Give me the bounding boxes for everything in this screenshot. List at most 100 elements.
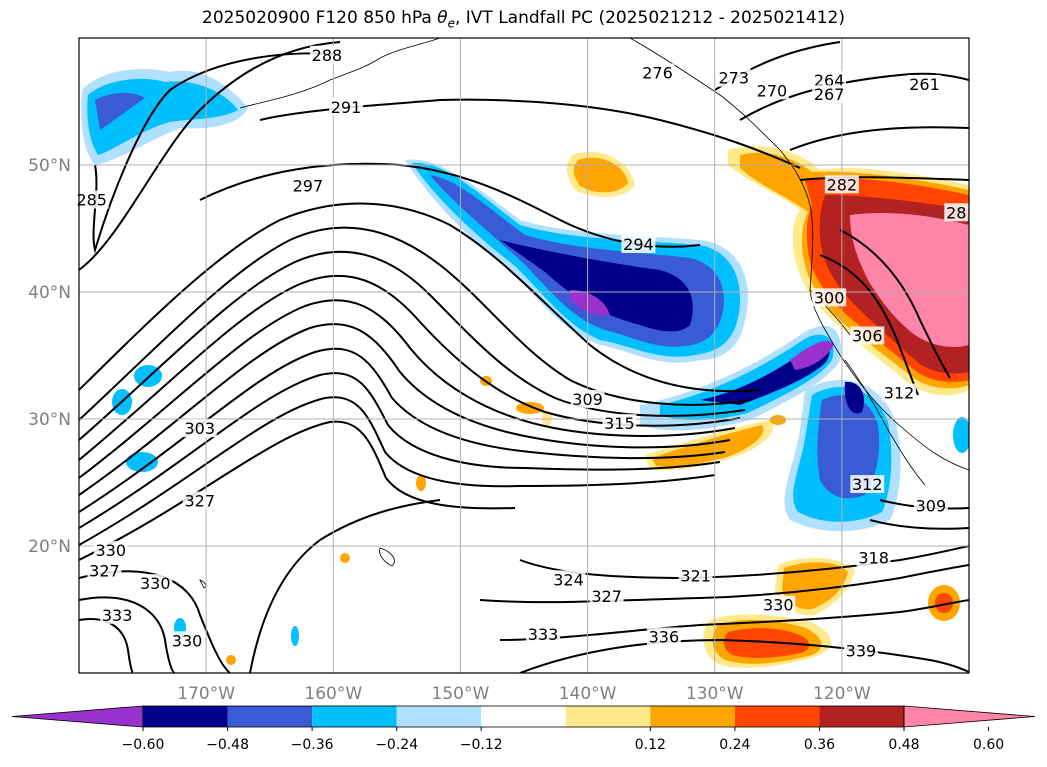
contour-label-halo <box>526 624 561 643</box>
contour-label: 330 <box>96 541 127 560</box>
fill-negative-baja-core <box>844 381 865 414</box>
contour-label-halo <box>329 97 363 116</box>
lon-tick-label: 150°W <box>432 684 490 704</box>
contour-label: 285 <box>76 191 107 210</box>
contour-label-halo <box>882 383 917 402</box>
contour-label-halo <box>913 496 948 515</box>
lat-tick-label: 20°N <box>28 537 71 557</box>
contour-label-halo <box>170 631 205 650</box>
colorbar-swatch <box>565 706 651 727</box>
fill-negative-baja-mid <box>817 394 880 499</box>
colorbar-tick-label: −0.48 <box>206 737 249 753</box>
contour-label-halo <box>87 561 122 580</box>
colorbar-swatch <box>819 706 904 727</box>
colorbar-tick-label: 0.48 <box>888 737 919 753</box>
contour-label: 336 <box>649 627 680 646</box>
contour-label-halo <box>856 548 891 567</box>
contour-label: 267 <box>814 85 845 104</box>
contour-label: 327 <box>591 587 622 606</box>
gridlines <box>79 38 969 673</box>
contour-label-halo <box>640 63 675 82</box>
plot-frame <box>78 37 970 674</box>
contour-label: 330 <box>140 574 171 593</box>
contour-label: 309 <box>572 390 603 409</box>
contour-label-halo <box>589 586 624 605</box>
contour-label: 276 <box>642 64 673 83</box>
contour-label-halo <box>182 419 217 438</box>
contour-label: 333 <box>528 625 559 644</box>
contour-label-halo <box>621 235 656 254</box>
contour-label: 294 <box>623 235 654 254</box>
contour-label-halo <box>812 85 847 104</box>
contour-label: 291 <box>331 98 362 117</box>
fill-positive-south-red <box>723 628 810 658</box>
fill-negative-landfall <box>660 334 834 421</box>
contour-label-halo <box>678 566 713 585</box>
contour-label: 28 <box>946 203 966 222</box>
fill-negative-nw-inner <box>95 92 145 130</box>
colorbar-tick-label: −0.12 <box>460 737 503 753</box>
lon-tick-label: 120°W <box>813 684 871 704</box>
fill-positive-nw-coast-pink <box>850 213 969 347</box>
colorbar-tick-labels: −0.60 −0.48 −0.36 −0.24 −0.12 0.12 0.24 0.36 0.4… <box>122 727 1004 753</box>
contour-label-halo <box>309 45 344 64</box>
contour-label: 330 <box>172 631 203 650</box>
contour-label-halo <box>551 570 586 589</box>
contour-label-halo <box>138 574 173 593</box>
lon-tick-label: 160°W <box>304 684 362 704</box>
colorbar-tick-label: −0.24 <box>375 737 418 753</box>
contour-label: 324 <box>553 570 584 589</box>
contour-label: 327 <box>185 492 216 511</box>
colorbar-frame <box>142 705 905 728</box>
contour-label-halo <box>944 203 969 222</box>
coastline-layer <box>199 38 969 589</box>
fill-negative-band-core <box>500 240 693 332</box>
contour-label: 318 <box>858 549 889 568</box>
contour-label: 315 <box>604 414 635 433</box>
colorbar-tick-label: 0.36 <box>804 737 835 753</box>
contour-label-halo <box>182 491 217 510</box>
colorbar-swatch <box>312 706 397 727</box>
colorbar-extend-low <box>11 705 144 728</box>
contour-label: 288 <box>312 46 343 65</box>
colorbar-swatch <box>143 706 228 727</box>
contour-label-halo <box>93 541 128 560</box>
contour-label: 339 <box>846 641 877 660</box>
lat-tick-label: 40°N <box>28 283 71 303</box>
longitude-tick-labels: 170°W 160°W 150°W 140°W 130°W 120°W <box>177 684 871 704</box>
contour-label-halo <box>761 595 796 614</box>
contour-label: 261 <box>909 75 940 94</box>
fill-positive-se-core <box>782 562 848 610</box>
contour-label-halo <box>843 641 878 660</box>
colorbar-swatch <box>481 706 566 727</box>
contour-label: 321 <box>680 566 711 585</box>
contour-label-halo <box>646 627 681 646</box>
contour-label: 312 <box>852 475 883 494</box>
contour-label: 273 <box>719 69 750 88</box>
colorbar-tick-label: 0.60 <box>973 737 1004 753</box>
contour-label: 330 <box>763 596 794 615</box>
contour-label-halo <box>602 414 637 433</box>
lon-tick-label: 140°W <box>559 684 617 704</box>
colorbar-swatch <box>650 706 735 727</box>
contour-label: 282 <box>827 175 858 194</box>
contour-label: 270 <box>757 81 788 100</box>
contour-label-halo <box>824 175 859 194</box>
lat-tick-label: 30°N <box>28 410 71 430</box>
lat-tick-label: 50°N <box>28 156 71 176</box>
colorbar-tick-label: −0.60 <box>122 737 165 753</box>
contour-label-halo <box>290 176 325 195</box>
colorbar-swatch <box>734 706 820 727</box>
contour-label-halo <box>100 605 135 624</box>
contour-label-halo <box>570 389 605 408</box>
contour-label: 306 <box>852 326 883 345</box>
contour-label: 297 <box>293 177 324 196</box>
contour-label-halo <box>754 81 789 100</box>
contour-label: 312 <box>884 384 915 403</box>
colorbar-extend-high <box>903 705 1036 728</box>
fill-negative-band-peak <box>570 290 610 316</box>
lon-tick-label: 170°W <box>177 684 235 704</box>
contour-label: 327 <box>89 561 120 580</box>
